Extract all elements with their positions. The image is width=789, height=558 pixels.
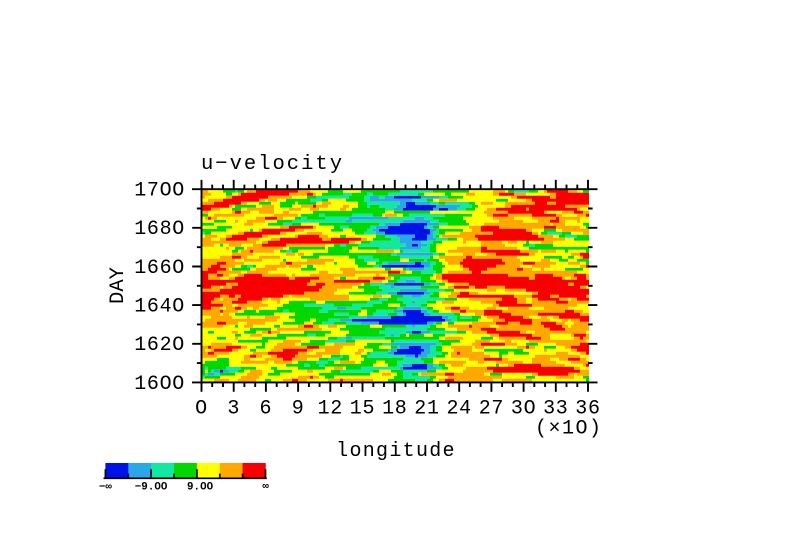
svg-text:168O: 168O: [134, 218, 185, 241]
svg-text:36: 36: [575, 398, 600, 421]
svg-text:−∞: −∞: [99, 482, 112, 494]
svg-text:17OO: 17OO: [134, 180, 185, 203]
svg-text:33: 33: [543, 398, 568, 421]
svg-text:21: 21: [414, 398, 439, 421]
svg-text:15: 15: [350, 398, 375, 421]
svg-text:DAY: DAY: [107, 267, 130, 304]
svg-text:162O: 162O: [134, 334, 185, 357]
svg-text:longitude: longitude: [336, 440, 456, 463]
svg-text:16OO: 16OO: [134, 373, 185, 396]
svg-text:∞: ∞: [262, 481, 269, 493]
svg-text:6: 6: [260, 398, 273, 421]
svg-text:(×1O): (×1O): [535, 418, 603, 441]
svg-text:9: 9: [292, 398, 305, 421]
svg-text:24: 24: [446, 398, 471, 421]
svg-text:−9.OO: −9.OO: [135, 482, 168, 494]
svg-text:12: 12: [318, 398, 343, 421]
svg-text:166O: 166O: [134, 257, 185, 280]
svg-text:164O: 164O: [134, 296, 185, 319]
svg-text:3O: 3O: [511, 398, 536, 421]
svg-text:9.OO: 9.OO: [187, 482, 214, 494]
svg-text:u−velocity: u−velocity: [201, 153, 344, 176]
svg-text:3: 3: [227, 398, 240, 421]
svg-text:O: O: [195, 398, 208, 421]
svg-text:27: 27: [479, 398, 504, 421]
svg-text:18: 18: [382, 398, 407, 421]
